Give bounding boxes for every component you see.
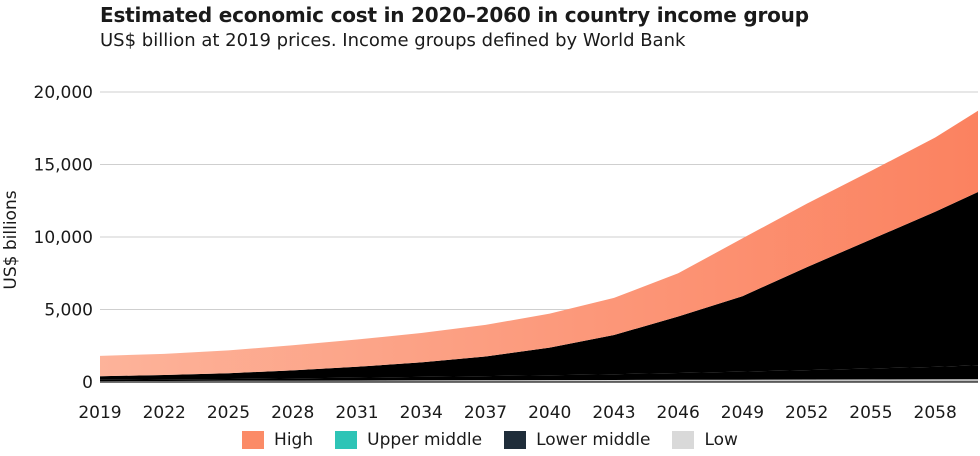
area-low [100,379,978,382]
area-high [100,110,978,377]
y-tick-label: 20,000 [34,83,93,103]
x-tick-label: 2052 [785,403,828,423]
legend-swatch-lower-middle [504,431,527,449]
legend-label-high: High [274,430,314,450]
x-tick-label: 2022 [143,403,186,423]
x-tick-label: 2037 [464,403,507,423]
x-tick-label: 2025 [207,403,250,423]
legend-item-low: Low [672,430,738,450]
chart-title: Estimated economic cost in 2020–2060 in … [100,3,809,27]
area-lower-middle [100,365,978,382]
x-tick-label: 2019 [78,403,121,423]
x-tick-label: 2028 [271,403,314,423]
legend-item-high: High [242,430,313,450]
legend-item-upper-middle: Upper middle [335,430,482,450]
legend-swatch-high [242,431,265,449]
y-tick-label: 10,000 [34,228,93,248]
x-tick-label: 2040 [528,403,571,423]
x-tick-label: 2043 [592,403,635,423]
x-tick-label: 2055 [849,403,892,423]
chart-subtitle: US$ billion at 2019 prices. Income group… [100,30,686,51]
axes: 0 5,000 10,000 15,000 20,000 2019 2022 2025 2028… [34,83,978,423]
legend-label-lower-middle: Lower middle [536,430,651,450]
x-tick-label: 2031 [335,403,378,423]
x-tick-label: 2034 [400,403,443,423]
y-tick-label: 15,000 [34,156,93,176]
x-tick-label: 2049 [721,403,764,423]
area-upper-middle [100,192,978,380]
legend-label-upper-middle: Upper middle [367,430,483,450]
x-tick-label: 2046 [657,403,700,423]
y-tick-label: 5,000 [44,301,93,321]
y-tick-label: 0 [82,373,93,393]
x-tick-label: 2058 [914,403,957,423]
legend-item-lower-middle: Lower middle [504,430,650,450]
y-axis-label: US$ billions [1,190,21,289]
legend-swatch-low [672,431,695,449]
area-series [100,110,978,382]
legend: High Upper middle Lower middle Low [0,428,980,452]
legend-label-low: Low [704,430,738,450]
legend-swatch-upper-middle [335,431,358,449]
